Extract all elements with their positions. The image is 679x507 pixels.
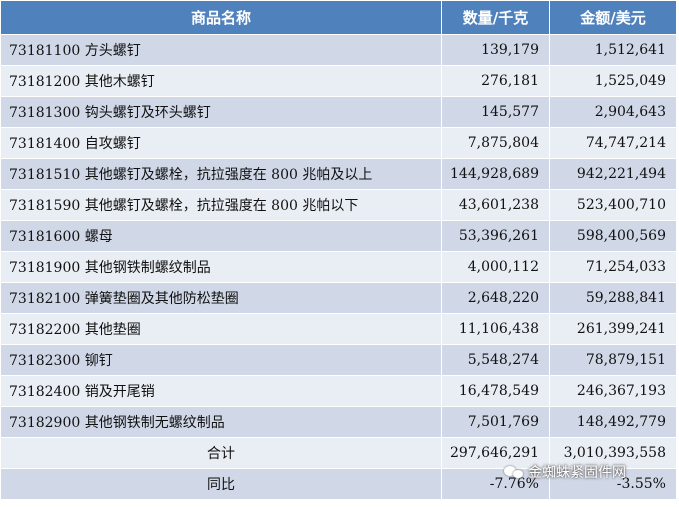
quantity-cell: 7,875,804 — [441, 127, 550, 159]
product-name-cell: 73181600 螺母 — [0, 220, 442, 252]
product-name-cell: 73182200 其他垫圈 — [0, 313, 442, 345]
amount-cell: 1,512,641 — [549, 34, 677, 66]
table-row: 73182100 弹簧垫圈及其他防松垫圈 2,648,220 59,288,84… — [0, 282, 677, 314]
quantity-cell: 276,181 — [441, 65, 550, 97]
table-row: 73181510 其他螺钉及螺栓，抗拉强度在 800 兆帕及以上 144,928… — [0, 158, 677, 190]
header-quantity: 数量/千克 — [441, 0, 550, 35]
table-row: 73181100 方头螺钉 139,179 1,512,641 — [0, 34, 677, 66]
amount-cell: 261,399,241 — [549, 313, 677, 345]
total-amount: 3,010,393,558 — [549, 437, 677, 469]
amount-cell: 942,221,494 — [549, 158, 677, 190]
quantity-cell: 145,577 — [441, 96, 550, 128]
product-name-cell: 73181590 其他螺钉及螺栓，抗拉强度在 800 兆帕以下 — [0, 189, 442, 221]
product-name-cell: 73181300 钩头螺钉及环头螺钉 — [0, 96, 442, 128]
amount-cell: 74,747,214 — [549, 127, 677, 159]
quantity-cell: 16,478,549 — [441, 375, 550, 407]
quantity-cell: 139,179 — [441, 34, 550, 66]
amount-cell: 1,525,049 — [549, 65, 677, 97]
product-name-cell: 73181100 方头螺钉 — [0, 34, 442, 66]
amount-cell: 2,904,643 — [549, 96, 677, 128]
table-row: 73182400 销及开尾销 16,478,549 246,367,193 — [0, 375, 677, 407]
product-name-cell: 73182900 其他钢铁制无螺纹制品 — [0, 406, 442, 438]
header-amount: 金额/美元 — [549, 0, 677, 35]
table-header-row: 商品名称 数量/千克 金额/美元 — [0, 0, 677, 35]
quantity-cell: 43,601,238 — [441, 189, 550, 221]
header-product-name: 商品名称 — [0, 0, 442, 35]
quantity-cell: 2,648,220 — [441, 282, 550, 314]
table-row: 73182900 其他钢铁制无螺纹制品 7,501,769 148,492,77… — [0, 406, 677, 438]
total-quantity: 297,646,291 — [441, 437, 550, 469]
table-row: 73181200 其他木螺钉 276,181 1,525,049 — [0, 65, 677, 97]
yoy-row: 同比 -7.76% -3.55% — [0, 468, 677, 500]
table-row: 73182300 铆钉 5,548,274 78,879,151 — [0, 344, 677, 376]
product-name-cell: 73181200 其他木螺钉 — [0, 65, 442, 97]
product-name-cell: 73181400 自攻螺钉 — [0, 127, 442, 159]
quantity-cell: 144,928,689 — [441, 158, 550, 190]
product-name-cell: 73182100 弹簧垫圈及其他防松垫圈 — [0, 282, 442, 314]
table-row: 73182200 其他垫圈 11,106,438 261,399,241 — [0, 313, 677, 345]
amount-cell: 246,367,193 — [549, 375, 677, 407]
table-row: 73181400 自攻螺钉 7,875,804 74,747,214 — [0, 127, 677, 159]
amount-cell: 59,288,841 — [549, 282, 677, 314]
table-row: 73181900 其他钢铁制螺纹制品 4,000,112 71,254,033 — [0, 251, 677, 283]
quantity-cell: 53,396,261 — [441, 220, 550, 252]
yoy-quantity: -7.76% — [441, 468, 550, 500]
product-name-cell: 73182300 铆钉 — [0, 344, 442, 376]
product-name-cell: 73181900 其他钢铁制螺纹制品 — [0, 251, 442, 283]
quantity-cell: 11,106,438 — [441, 313, 550, 345]
table-row: 73181600 螺母 53,396,261 598,400,569 — [0, 220, 677, 252]
amount-cell: 71,254,033 — [549, 251, 677, 283]
amount-cell: 523,400,710 — [549, 189, 677, 221]
amount-cell: 78,879,151 — [549, 344, 677, 376]
table-row: 73181590 其他螺钉及螺栓，抗拉强度在 800 兆帕以下 43,601,2… — [0, 189, 677, 221]
product-name-cell: 73181510 其他螺钉及螺栓，抗拉强度在 800 兆帕及以上 — [0, 158, 442, 190]
yoy-label: 同比 — [0, 468, 442, 500]
total-label: 合计 — [0, 437, 442, 469]
amount-cell: 148,492,779 — [549, 406, 677, 438]
quantity-cell: 7,501,769 — [441, 406, 550, 438]
product-name-cell: 73182400 销及开尾销 — [0, 375, 442, 407]
table-row: 73181300 钩头螺钉及环头螺钉 145,577 2,904,643 — [0, 96, 677, 128]
quantity-cell: 4,000,112 — [441, 251, 550, 283]
amount-cell: 598,400,569 — [549, 220, 677, 252]
total-row: 合计 297,646,291 3,010,393,558 — [0, 437, 677, 469]
quantity-cell: 5,548,274 — [441, 344, 550, 376]
yoy-amount: -3.55% — [549, 468, 677, 500]
